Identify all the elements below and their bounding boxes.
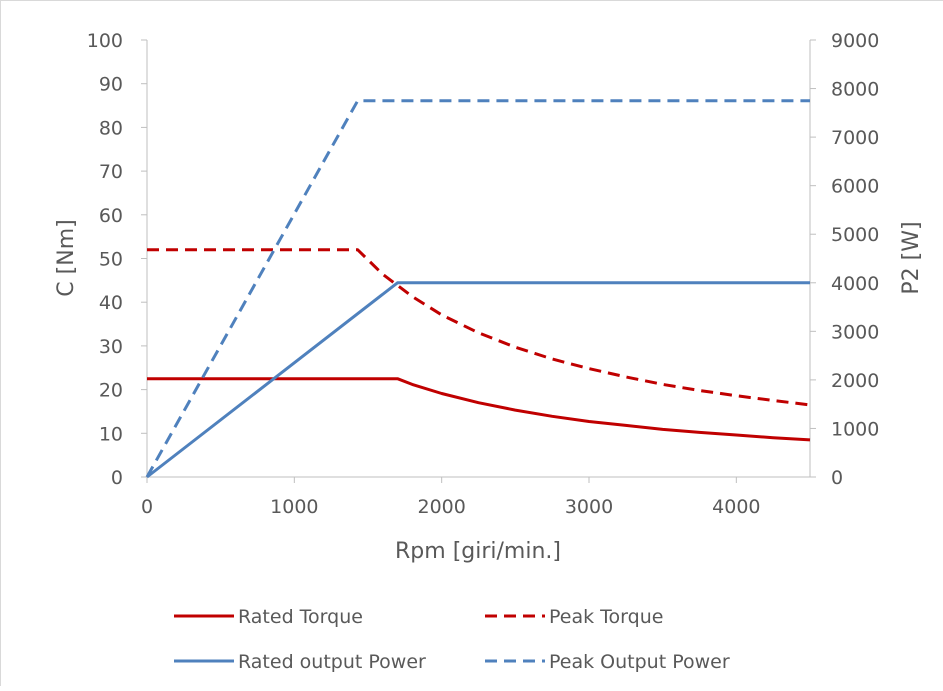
y2-tick-label: 9000: [831, 30, 879, 52]
y-tick-label: 50: [99, 249, 123, 271]
legend: Rated Torque Peak Torque Rated output Powe…: [174, 606, 730, 673]
legend-label: Rated Torque: [238, 606, 363, 628]
y2-tick-label: 4000: [831, 273, 879, 295]
legend-item-peak-output-power: Peak Output Power: [485, 651, 730, 673]
x-axis-title: Rpm [giri/min.]: [395, 539, 561, 564]
x-tick-label: 4000: [712, 496, 760, 518]
y-axis-title: C [Nm]: [54, 219, 79, 296]
series-layer: [145, 99, 811, 479]
y-tick-label: 60: [99, 205, 123, 227]
y2-tick-label: 7000: [831, 127, 879, 149]
series-line-rated-output-power: [146, 281, 810, 479]
y2-tick-label: 1000: [831, 418, 879, 440]
y2-tick-label: 0: [831, 467, 843, 489]
legend-label: Peak Output Power: [549, 651, 730, 673]
legend-label: Peak Torque: [549, 606, 663, 628]
series-line-peak-torque: [147, 248, 811, 407]
y2-axis-title: P2 [W]: [899, 221, 924, 294]
y-tick-label: 70: [99, 161, 123, 183]
y-tick-label: 90: [99, 74, 123, 96]
legend-item-rated-output-power: Rated output Power: [174, 651, 426, 673]
x-tick-label: 0: [141, 496, 153, 518]
series-line-peak-output-power: [145, 99, 810, 478]
series-line-rated-torque: [147, 377, 811, 442]
x-tick-label: 2000: [417, 496, 465, 518]
legend-item-rated-torque: Rated Torque: [174, 606, 363, 628]
y-tick-label: 100: [87, 30, 123, 52]
y-tick-label: 10: [99, 423, 123, 445]
y-tick-label: 30: [99, 336, 123, 358]
y-tick-label: 40: [99, 292, 123, 314]
x-tick-label: 3000: [565, 496, 613, 518]
legend-item-peak-torque: Peak Torque: [485, 606, 663, 628]
y-tick-label: 80: [99, 117, 123, 139]
legend-label: Rated output Power: [238, 651, 426, 673]
x-tick-label: 1000: [270, 496, 318, 518]
y2-tick-label: 2000: [831, 370, 879, 392]
y2-tick-label: 3000: [831, 321, 879, 343]
axes-layer: 0102030405060708090100010002000300040005…: [87, 30, 880, 518]
y2-tick-label: 6000: [831, 176, 879, 198]
y-tick-label: 20: [99, 380, 123, 402]
y-tick-label: 0: [111, 467, 123, 489]
y2-tick-label: 8000: [831, 79, 879, 101]
y2-tick-label: 5000: [831, 224, 879, 246]
